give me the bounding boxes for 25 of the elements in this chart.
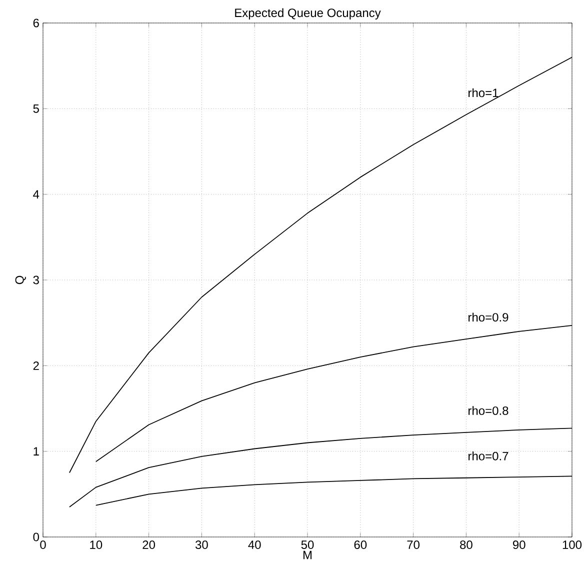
y-tick-label: 4 bbox=[33, 190, 40, 198]
x-tick-label: 50 bbox=[301, 540, 314, 550]
x-tick-label: 30 bbox=[195, 540, 208, 550]
chart-title: Expected Queue Ocupancy bbox=[235, 8, 381, 20]
x-tick-label: 20 bbox=[142, 540, 156, 550]
series-label: rho=0.8 bbox=[468, 406, 508, 415]
series-label: rho=1 bbox=[468, 88, 498, 98]
series-label: rho=0.9 bbox=[468, 312, 508, 322]
x-tick-label: 100 bbox=[562, 540, 582, 550]
x-axis-title: M bbox=[303, 550, 312, 560]
y-tick-label: 6 bbox=[33, 18, 39, 28]
x-tick-label: 80 bbox=[460, 540, 472, 550]
y-axis-title: Q bbox=[15, 276, 26, 284]
y-tick-label: 5 bbox=[33, 104, 39, 113]
x-tick-label: 0 bbox=[40, 540, 46, 550]
y-tick-label: 2 bbox=[33, 361, 39, 370]
x-tick-label: 10 bbox=[90, 540, 102, 550]
x-tick-label: 40 bbox=[248, 540, 261, 550]
x-tick-label: 90 bbox=[512, 540, 526, 550]
y-tick-label: 1 bbox=[34, 447, 39, 456]
y-tick-label: 0 bbox=[33, 532, 40, 542]
x-tick-label: 60 bbox=[354, 540, 367, 550]
y-tick-label: 3 bbox=[33, 276, 39, 284]
series-label: rho=0.7 bbox=[468, 452, 508, 460]
x-tick-label: 70 bbox=[407, 540, 420, 550]
